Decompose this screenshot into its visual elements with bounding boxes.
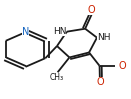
Text: N: N [22,27,29,37]
Text: CH₃: CH₃ [49,73,63,81]
Text: O: O [88,5,95,15]
Text: O: O [96,77,104,88]
Text: NH: NH [97,33,111,42]
Text: O: O [118,61,126,71]
Text: HN: HN [53,27,66,36]
